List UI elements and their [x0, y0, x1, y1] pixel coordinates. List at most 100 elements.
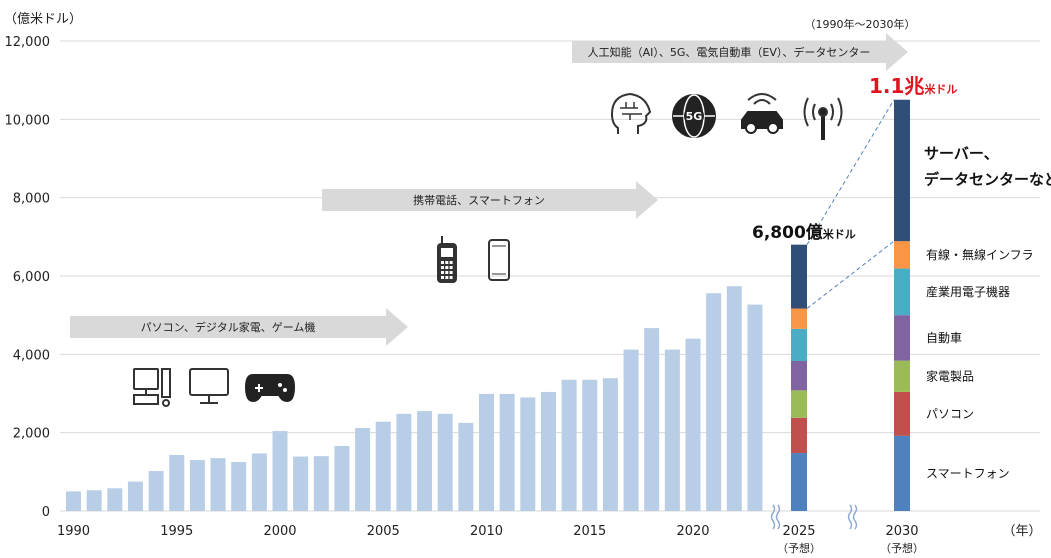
- y-tick-label: 12,000: [5, 35, 51, 50]
- bar: [293, 456, 309, 511]
- bar: [602, 378, 618, 511]
- forecast-segment: [894, 391, 910, 436]
- forecast-segment: [894, 435, 910, 511]
- forecast-segment: [791, 308, 807, 329]
- forecast-segment: [894, 268, 910, 316]
- dashed-connector: [806, 240, 895, 309]
- bar: [582, 379, 598, 511]
- x-tick-label: 2005: [367, 524, 400, 539]
- era-arrow: [572, 33, 908, 71]
- bar: [664, 349, 680, 511]
- bar: [458, 422, 474, 511]
- dashed-connector: [806, 99, 895, 245]
- forecast-sub-label: （予想）: [880, 541, 924, 555]
- forecast-segment: [791, 417, 807, 454]
- segment-label: サーバー、: [924, 144, 999, 162]
- x-unit-label: （年）: [1002, 524, 1041, 539]
- bar: [231, 462, 247, 511]
- bar: [417, 411, 433, 511]
- forecast-segment: [791, 244, 807, 309]
- forecast-segment: [894, 99, 910, 242]
- 5g-globe-icon: 5G: [672, 94, 716, 138]
- antenna-icon: [803, 97, 843, 140]
- bar: [437, 413, 453, 511]
- forecast-segment: [894, 360, 910, 392]
- ai-head-icon: [610, 92, 652, 134]
- era-arrows: パソコン、デジタル家電、ゲーム機 携帯電話、スマートフォン 人工知能（AI）、5G、…: [70, 33, 908, 346]
- era-icons: 5G: [133, 92, 843, 407]
- bar: [148, 471, 164, 511]
- forecast-segment: [791, 453, 807, 511]
- forecast-segment: [791, 328, 807, 361]
- bar: [726, 286, 742, 511]
- forecast-segment: [791, 360, 807, 391]
- y-tick-label: 0: [42, 505, 50, 520]
- forecast-segment: [894, 241, 910, 269]
- y-tick-label: 2,000: [13, 427, 50, 442]
- bar: [272, 431, 288, 511]
- svg-text:5G: 5G: [686, 110, 703, 123]
- feature-phone-icon: [437, 236, 457, 283]
- x-tick-label: 2025: [782, 524, 815, 539]
- x-tick-label: 1995: [160, 524, 193, 539]
- connected-car-icon: [741, 93, 783, 134]
- bar: [127, 481, 143, 511]
- monitor-icon: [189, 368, 229, 404]
- y-axis-ticks: 0 2,000 4,000 6,000 8,000 10,000 12,000 （億米ドル）: [4, 11, 82, 520]
- bar: [189, 460, 205, 511]
- era-arrow: [322, 181, 658, 219]
- annotations: （1990年～2030年） 6,800億米ドル 1.1兆米ドルスマートフォンパソコン…: [752, 17, 1051, 480]
- bar: [169, 454, 185, 511]
- segment-label: 家電製品: [926, 368, 974, 383]
- bar: [540, 391, 556, 511]
- y-unit-label: （億米ドル）: [4, 11, 82, 27]
- axis-break: [770, 504, 781, 530]
- forecast-sub-label: （予想）: [777, 541, 821, 555]
- smartphone-icon: [488, 239, 510, 281]
- bar: [623, 349, 639, 511]
- segment-label: 産業用電子機器: [926, 284, 1010, 299]
- bar: [107, 488, 123, 511]
- era-arrow: [70, 308, 408, 346]
- bar: [251, 453, 267, 511]
- segment-label: 自動車: [926, 331, 962, 345]
- desktop-pc-icon: [133, 368, 171, 407]
- bars: [66, 286, 763, 511]
- bar: [86, 490, 102, 511]
- segment-label: スマートフォン: [926, 466, 1010, 480]
- era-label: パソコン、デジタル家電、ゲーム機: [141, 320, 316, 334]
- bar: [375, 421, 391, 511]
- period-label: （1990年～2030年）: [805, 17, 916, 31]
- bar: [747, 304, 763, 511]
- bar: [479, 393, 494, 511]
- era-label: 携帯電話、スマートフォン: [413, 193, 545, 207]
- x-tick-label: 2015: [573, 524, 606, 539]
- x-tick-label: 2000: [263, 524, 296, 539]
- x-tick-label: 2030: [885, 524, 918, 539]
- forecast-bars: [770, 99, 910, 530]
- y-tick-label: 10,000: [5, 113, 51, 128]
- bar: [313, 456, 329, 511]
- bar: [561, 379, 577, 511]
- forecast-segment: [894, 315, 910, 361]
- bar: [355, 427, 371, 511]
- bar: [685, 338, 701, 511]
- era-label: 人工知能（AI）、5G、電気自動車（EV）、データセンター: [588, 45, 871, 59]
- y-tick-label: 6,000: [13, 270, 50, 285]
- bar: [334, 445, 350, 511]
- x-axis-ticks: 1990 1995 2000 2005 2010 2015 2020 2025 （予想） 2030…: [57, 524, 1042, 555]
- axis-break: [847, 504, 858, 530]
- callout-2025: 6,800億米ドル: [752, 222, 856, 243]
- forecast-segment: [791, 390, 807, 418]
- y-tick-label: 4,000: [13, 348, 50, 363]
- y-tick-label: 8,000: [13, 192, 50, 207]
- x-tick-label: 1990: [57, 524, 90, 539]
- bar: [396, 413, 412, 511]
- x-tick-label: 2010: [470, 524, 503, 539]
- bar: [66, 491, 81, 511]
- segment-label: パソコン: [926, 407, 974, 421]
- segment-label: 有線・無線インフラ: [926, 247, 1034, 262]
- bar: [499, 393, 515, 511]
- game-controller-icon: [244, 374, 296, 403]
